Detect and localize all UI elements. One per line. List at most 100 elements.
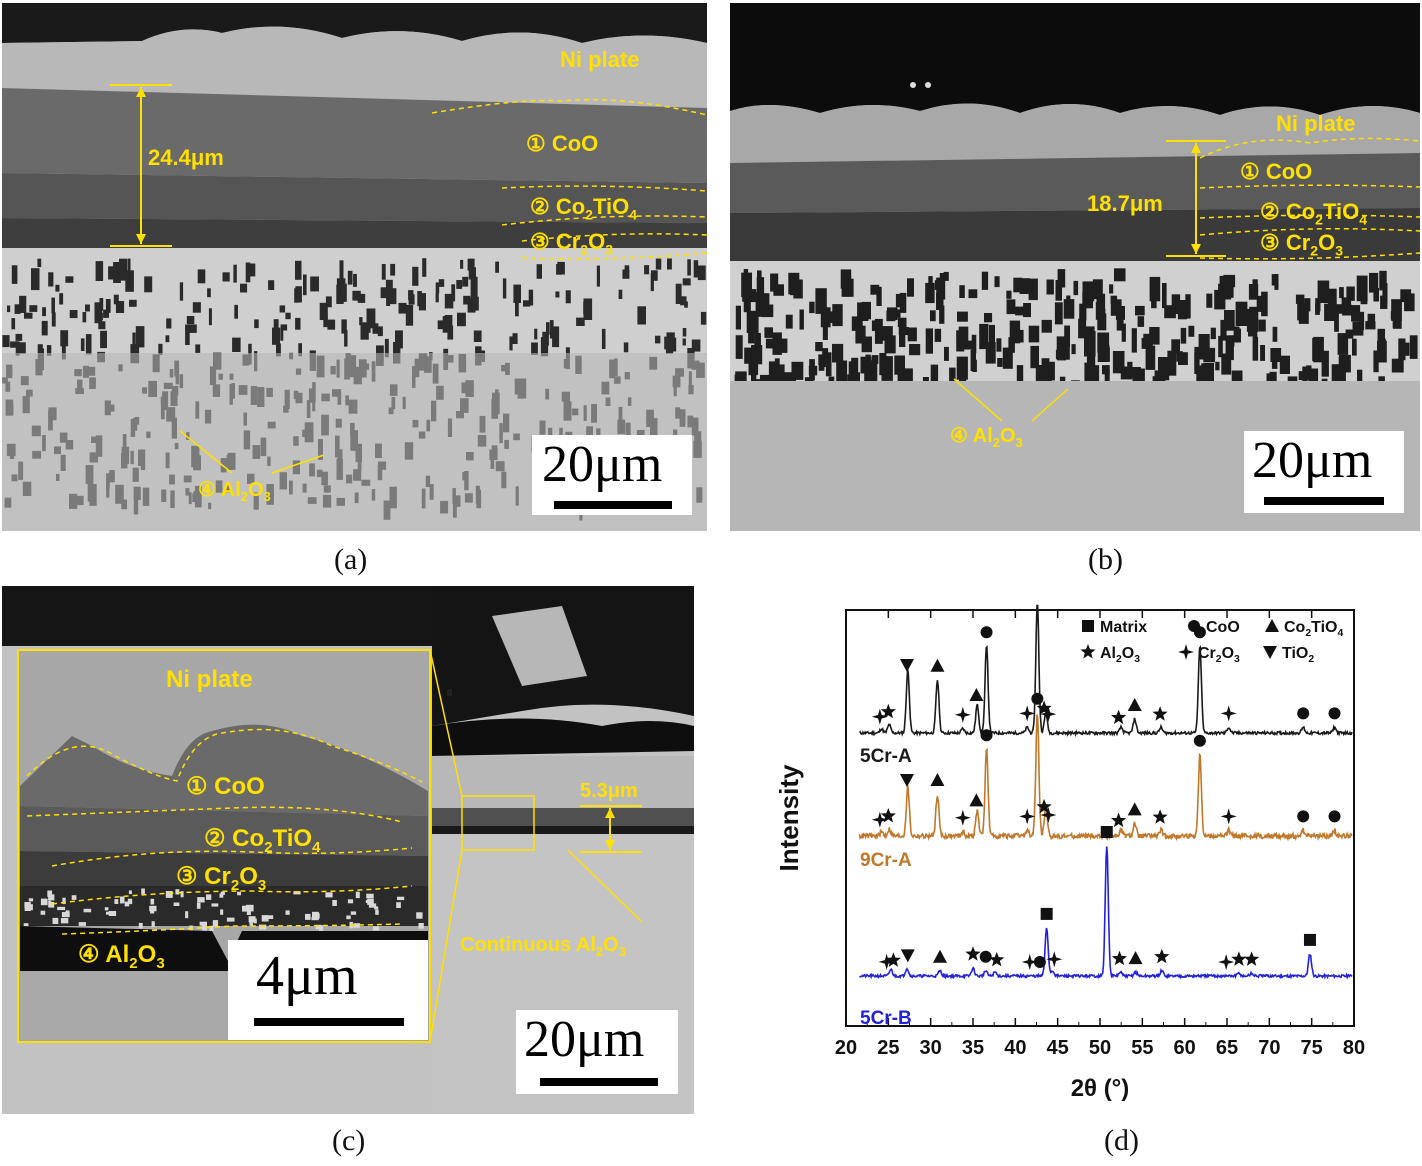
texture-speck [463, 295, 471, 305]
texture-speck [655, 335, 661, 344]
texture-speck [1057, 269, 1066, 288]
texture-speck [1252, 336, 1259, 361]
inset-scale-bar-label: 4μm [256, 945, 358, 1007]
peak-marker-triangle-up [1127, 802, 1142, 816]
peak-marker-star [1111, 950, 1128, 966]
texture-speck [19, 342, 26, 354]
texture-speck [735, 335, 743, 359]
texture-speck [1357, 369, 1363, 386]
series-label-9Cr-A: 9Cr-A [860, 850, 912, 871]
texture-speck [456, 280, 463, 289]
texture-speck [151, 921, 155, 928]
texture-speck [375, 909, 379, 915]
texture-speck [528, 289, 534, 306]
texture-speck [909, 344, 921, 356]
peak-marker-plus-star [954, 706, 971, 723]
texture-speck [682, 338, 686, 346]
texture-speck [956, 330, 965, 352]
texture-speck [785, 314, 793, 329]
texture-speck [934, 280, 945, 290]
texture-speck [15, 341, 20, 356]
texture-speck [61, 342, 66, 360]
texture-speck [1358, 311, 1365, 331]
texture-speck [305, 913, 311, 920]
texture-speck [675, 283, 682, 304]
texture-speck [1260, 345, 1265, 361]
texture-speck [693, 260, 699, 278]
texture-speck [113, 262, 121, 283]
texture-speck [104, 907, 109, 911]
texture-speck [870, 284, 880, 295]
texture-speck [418, 293, 426, 311]
texture-speck [820, 307, 831, 328]
texture-speck [261, 915, 269, 922]
texture-speck [11, 265, 18, 284]
texture-speck [832, 304, 843, 327]
x-tick-label: 60 [1174, 1037, 1196, 1059]
texture-speck [253, 918, 257, 924]
texture-speck [1341, 297, 1352, 310]
peak-marker-circle [980, 729, 993, 742]
texture-speck [741, 272, 752, 298]
legend-label: Co2TiO4 [1284, 619, 1343, 639]
peak-marker-circle [979, 950, 992, 963]
layer-cr2o3-label: ③ Cr2O3 [1260, 230, 1344, 259]
texture-speck [14, 304, 21, 314]
texture-speck [749, 317, 754, 333]
texture-speck [1176, 351, 1183, 362]
peak-marker-star [965, 946, 981, 961]
texture-speck [734, 374, 745, 385]
texture-speck [1149, 276, 1161, 302]
peak-marker-star [885, 952, 901, 967]
peak-marker-circle [1328, 707, 1341, 720]
texture-speck [930, 364, 939, 388]
peak-marker-star [1111, 709, 1127, 725]
texture-speck [353, 923, 361, 928]
texture-speck [513, 284, 521, 303]
texture-speck [470, 276, 478, 299]
texture-speck [416, 912, 423, 919]
layer-co2tio4-label: ② Co2TiO4 [530, 194, 638, 223]
texture-speck [365, 899, 372, 903]
texture-speck [894, 355, 905, 375]
texture-speck [1352, 338, 1357, 356]
texture-speck [934, 328, 942, 342]
texture-speck [756, 277, 765, 299]
texture-speck [601, 328, 606, 349]
texture-speck [473, 330, 482, 342]
texture-speck [1145, 345, 1156, 370]
peak-marker-circle [980, 626, 993, 639]
texture-speck [898, 327, 909, 336]
texture-speck [1028, 325, 1040, 343]
texture-speck [114, 899, 119, 904]
texture-speck [405, 304, 414, 326]
texture-speck [298, 343, 302, 357]
texture-speck [1008, 337, 1015, 353]
texture-speck [1035, 365, 1043, 382]
texture-speck [280, 324, 288, 331]
texture-speck [624, 265, 630, 279]
texture-speck [1261, 291, 1268, 317]
legend-label: Matrix [1100, 619, 1147, 636]
texture-speck [1013, 277, 1023, 293]
texture-speck [536, 264, 542, 279]
texture-speck [534, 328, 538, 340]
texture-speck [809, 301, 815, 314]
texture-speck [366, 893, 374, 899]
texture-speck [1023, 303, 1031, 318]
x-tick-label: 35 [962, 1037, 984, 1059]
peak-marker-star [1111, 812, 1127, 828]
texture-speck [748, 353, 758, 376]
texture-speck [1246, 308, 1259, 332]
texture-speck [285, 910, 290, 915]
texture-speck [1104, 370, 1110, 383]
texture-speck [1308, 368, 1319, 386]
texture-speck [822, 320, 828, 340]
peak-marker-plus-star [1019, 705, 1036, 722]
texture-speck [1059, 376, 1066, 385]
texture-speck [1041, 319, 1052, 333]
x-tick-label: 65 [1216, 1037, 1238, 1059]
texture-speck [1015, 306, 1026, 316]
texture-speck [1078, 318, 1087, 339]
texture-speck [1404, 293, 1415, 312]
